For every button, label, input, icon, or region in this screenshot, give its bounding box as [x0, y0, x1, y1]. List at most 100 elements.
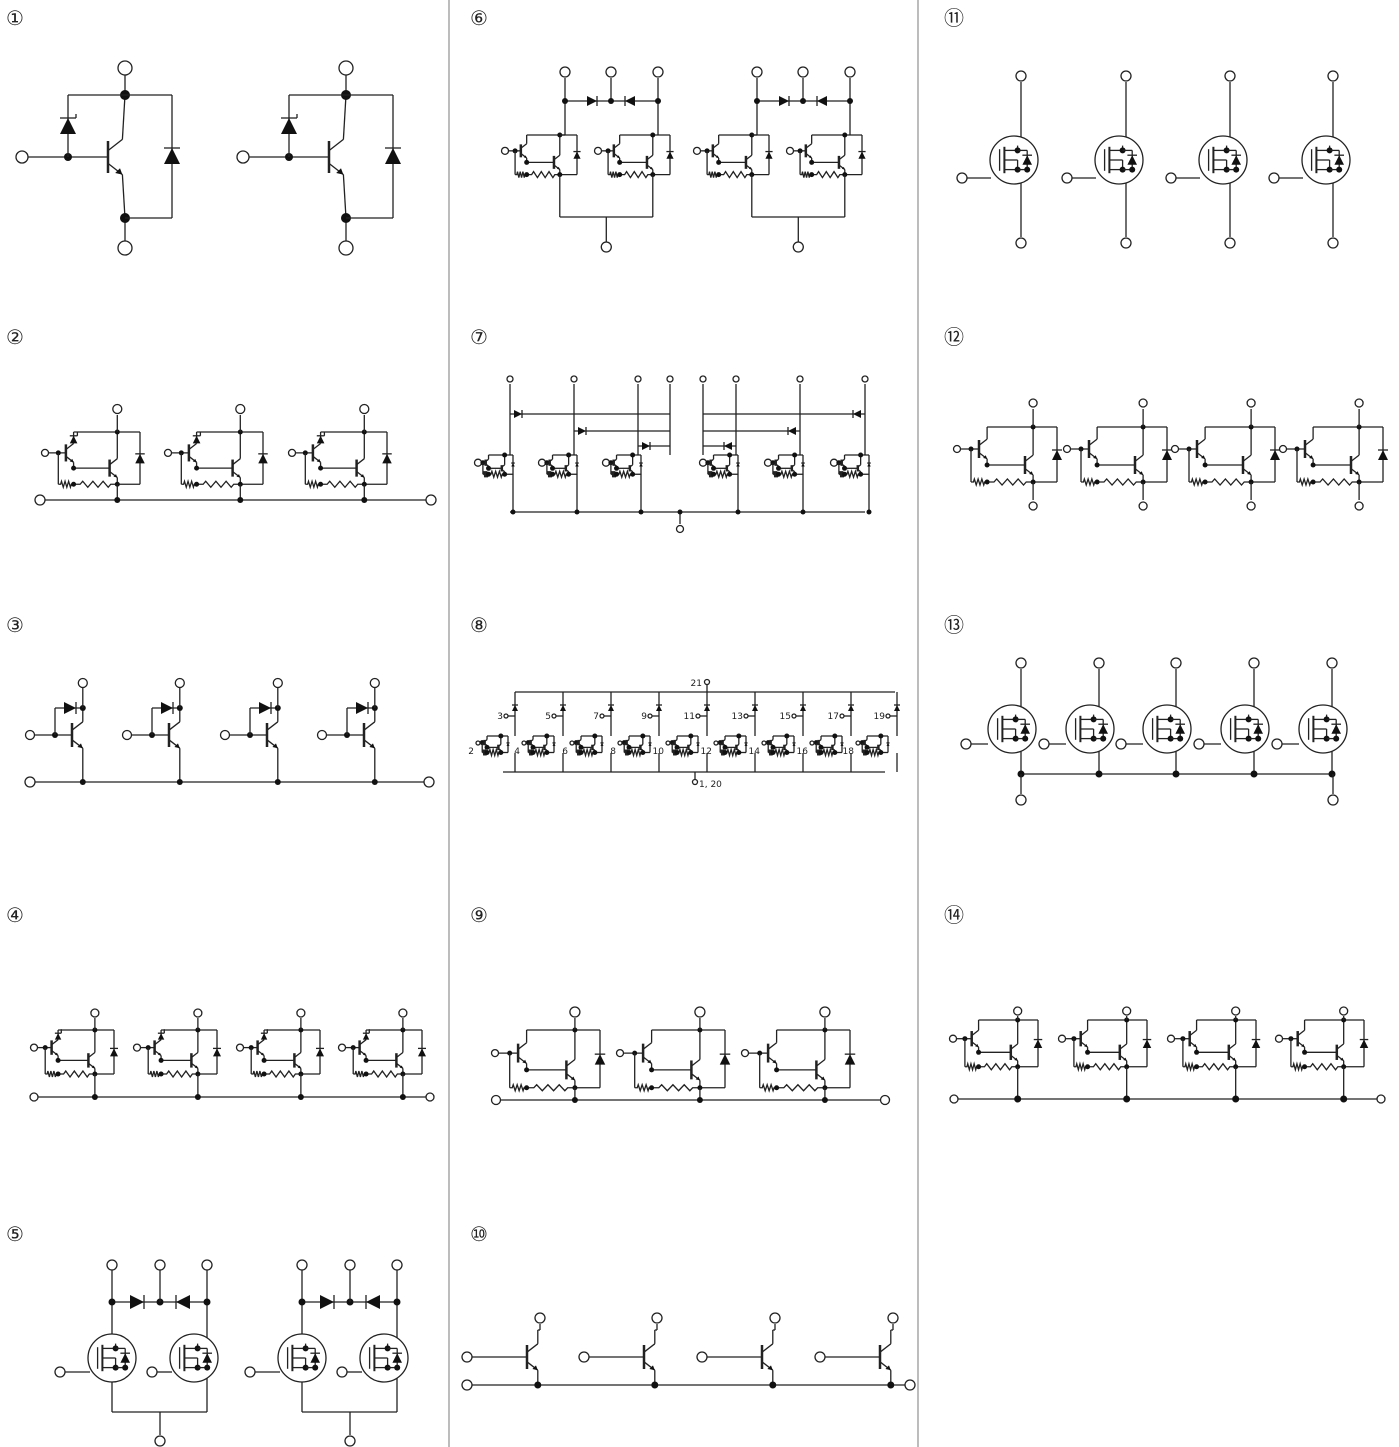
wire	[761, 1343, 774, 1353]
diode	[161, 702, 173, 714]
diode	[844, 1054, 856, 1065]
terminal	[154, 1435, 166, 1447]
terminal	[490, 1048, 500, 1058]
junction	[363, 1057, 369, 1063]
transistor-arrow	[1247, 471, 1252, 475]
transistor-arrow	[647, 1059, 652, 1064]
junction	[1202, 462, 1208, 468]
wire	[646, 154, 654, 161]
resistor	[608, 171, 620, 178]
pin-label: 8	[610, 747, 616, 757]
resistor	[971, 476, 988, 488]
terminal	[1274, 1034, 1284, 1043]
junction	[1014, 1095, 1022, 1103]
terminal	[1327, 237, 1339, 249]
transistor-arrow	[631, 470, 633, 472]
junction	[638, 509, 644, 515]
transistor-arrow	[649, 1365, 655, 1371]
junction	[1233, 166, 1240, 173]
junction	[800, 509, 806, 515]
junction	[722, 750, 728, 755]
resistor	[581, 746, 595, 759]
terminal	[844, 66, 856, 78]
wire	[745, 154, 753, 161]
wire	[71, 721, 84, 731]
junction	[984, 462, 990, 468]
terminal	[503, 713, 509, 719]
terminal	[490, 1094, 502, 1106]
junction	[650, 132, 656, 138]
wire	[691, 1058, 701, 1067]
diode	[639, 463, 643, 467]
resistor	[181, 478, 197, 490]
terminal	[796, 375, 804, 383]
terminal	[559, 66, 571, 78]
terminal	[90, 1008, 100, 1018]
diode	[1175, 724, 1185, 734]
wire	[1088, 438, 1098, 446]
resistor	[773, 746, 787, 759]
diode	[587, 96, 597, 106]
junction	[649, 1067, 655, 1073]
transistor-arrow	[1123, 1057, 1127, 1061]
wire	[266, 721, 279, 731]
wire	[578, 739, 582, 743]
junction	[274, 779, 281, 785]
junction	[878, 750, 884, 755]
terminal	[692, 146, 702, 155]
junction	[498, 733, 504, 739]
pin-label: 7	[593, 712, 599, 722]
transistor-arrow	[54, 1052, 59, 1056]
junction	[847, 98, 853, 104]
diode	[696, 742, 700, 746]
resistor	[616, 469, 633, 480]
terminal	[1120, 237, 1132, 249]
terminal	[652, 66, 664, 78]
terminal	[743, 713, 749, 719]
transistor-arrow	[1084, 1044, 1088, 1048]
diode	[788, 427, 796, 435]
transistor-arrow	[567, 470, 569, 472]
junction	[716, 159, 722, 165]
terminal	[272, 677, 283, 689]
junction	[524, 1067, 530, 1073]
diode	[1253, 724, 1263, 734]
terminal	[475, 740, 481, 746]
diode	[176, 1295, 190, 1309]
panel-label: ⑪	[944, 6, 964, 30]
junction	[770, 750, 776, 755]
wire	[791, 464, 796, 468]
junction	[711, 471, 717, 477]
terminal	[570, 375, 578, 383]
junction	[614, 465, 620, 471]
diode	[1020, 724, 1030, 734]
terminal	[1246, 501, 1256, 511]
resistor	[320, 480, 365, 489]
junction	[821, 1097, 828, 1103]
panel-label: ⑭	[944, 903, 964, 927]
terminal	[1271, 738, 1283, 750]
wire	[1242, 454, 1252, 462]
diode	[648, 742, 652, 746]
diode	[575, 463, 579, 467]
terminal	[1028, 501, 1038, 511]
junction	[617, 172, 623, 178]
terminal	[244, 1366, 256, 1378]
transistor-arrow	[360, 474, 365, 478]
diode	[64, 702, 76, 714]
wire	[613, 458, 617, 462]
junction	[524, 159, 530, 165]
resistor	[1205, 478, 1252, 486]
resistor	[526, 1083, 575, 1092]
diode	[552, 742, 556, 746]
transistor-arrow	[1301, 1044, 1305, 1048]
terminal	[1015, 70, 1027, 82]
diode	[719, 1054, 731, 1065]
terminal	[1354, 501, 1364, 511]
transistor-arrow	[1232, 1057, 1236, 1061]
junction	[566, 471, 572, 477]
terminal	[791, 713, 797, 719]
resistor	[526, 170, 560, 179]
junction	[566, 452, 572, 458]
